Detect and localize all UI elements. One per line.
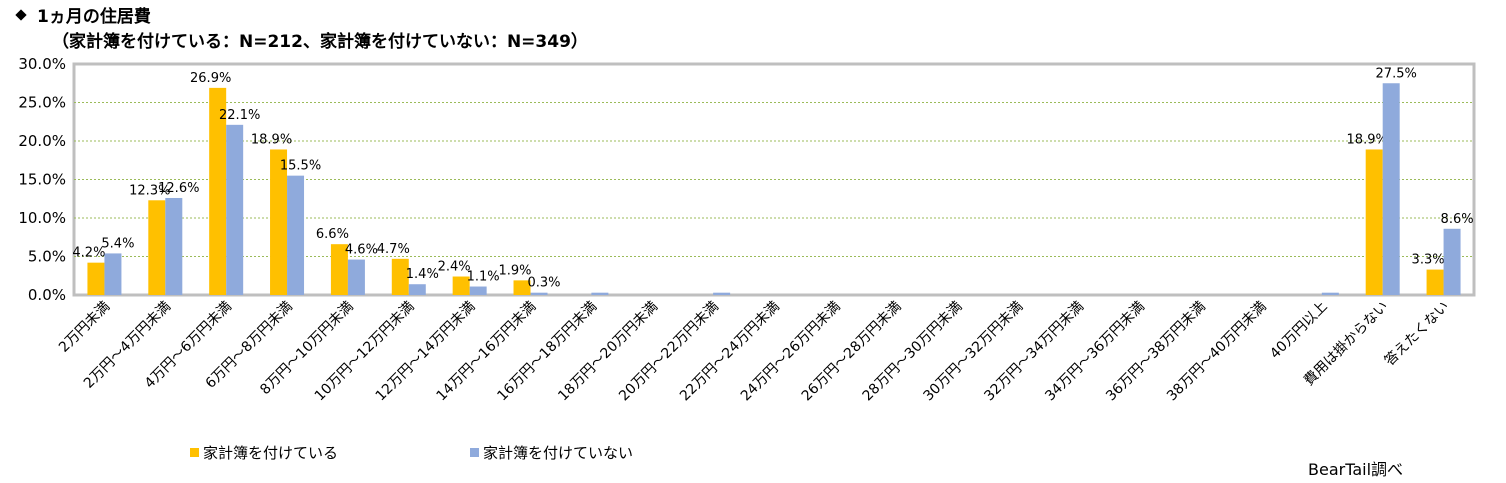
data-label-series2: 0.3% [528, 276, 561, 291]
x-tick-label: 28万円～30万円未満 [860, 299, 966, 405]
legend-swatch-series1 [190, 448, 199, 457]
data-label-series1: 18.9% [1347, 132, 1388, 147]
bar-series1 [330, 244, 348, 295]
bar-series1 [513, 280, 531, 295]
bar-series2 [1321, 292, 1339, 295]
bar-series1 [148, 200, 166, 295]
bar-series1 [209, 87, 227, 296]
x-tick-label: 14万円～16万円未満 [434, 299, 540, 405]
source-note: BearTail調べ [1308, 460, 1404, 479]
data-label-series2: 22.1% [219, 108, 260, 123]
y-tick-label: 5.0% [28, 248, 66, 266]
data-label-series1: 1.9% [499, 263, 532, 278]
bar-series2 [287, 175, 305, 295]
x-tick-label: 18万円～20万円未満 [555, 299, 661, 405]
bar-series2 [469, 286, 487, 295]
data-label-series1: 6.6% [316, 227, 349, 242]
data-label-series1: 4.7% [377, 242, 410, 257]
data-label-series2: 1.1% [467, 270, 500, 285]
data-label-series1: 12.3% [129, 183, 170, 198]
bar-series2 [1382, 83, 1400, 295]
bar-series1 [87, 262, 105, 295]
bar-series2 [591, 292, 609, 295]
bar-series1 [1365, 149, 1383, 295]
data-label-series1: 3.3% [1412, 253, 1445, 268]
data-label-series2: 27.5% [1376, 66, 1417, 81]
x-tick-label: 32万円～34万円未満 [981, 299, 1087, 405]
bar-series2 [530, 292, 548, 295]
x-tick-label: 12万円～14万円未満 [373, 299, 479, 405]
bar-series1 [270, 149, 288, 295]
bar-series1 [1426, 269, 1444, 295]
y-tick-label: 0.0% [28, 286, 66, 304]
x-tick-label: 16万円～18万円未満 [494, 299, 600, 405]
legend-item-series1: 家計簿を付けている [190, 442, 338, 463]
x-tick-label: 24万円～26万円未満 [738, 299, 844, 405]
x-tick-label: 26万円～28万円未満 [799, 299, 905, 405]
x-tick-label: 22万円～24万円未満 [677, 299, 783, 405]
y-tick-label: 10.0% [18, 209, 66, 227]
data-label-series2: 12.6% [158, 181, 199, 196]
data-label-series2: 15.5% [280, 159, 321, 174]
legend-label-series1: 家計簿を付けている [203, 444, 339, 462]
bar-series2 [408, 284, 426, 295]
y-tick-label: 20.0% [18, 132, 66, 150]
x-tick-label: 20万円～22万円未満 [616, 299, 722, 405]
bar-series1 [391, 258, 409, 295]
data-label-series1: 4.2% [72, 246, 105, 261]
chart-title: 1ヵ月の住居費 [14, 6, 151, 29]
legend-swatch-series2 [470, 448, 479, 457]
bar-series2 [165, 197, 183, 295]
x-tick-label: 36万円～38万円未満 [1103, 299, 1209, 405]
data-label-series1: 26.9% [190, 71, 231, 86]
data-label-series2: 8.6% [1441, 212, 1474, 227]
x-tick-label: 40万円以上 [1267, 299, 1331, 363]
data-label-series2: 5.4% [101, 236, 134, 251]
x-tick-label: 10万円～12万円未満 [312, 299, 418, 405]
bar-series2 [1443, 228, 1461, 295]
bar-series1 [452, 276, 470, 295]
x-tick-label: 2万円未満 [56, 299, 113, 356]
bar-series2 [347, 259, 365, 295]
data-label-series2: 1.4% [406, 267, 439, 282]
y-tick-label: 25.0% [18, 94, 66, 112]
legend-item-series2: 家計簿を付けていない [470, 442, 633, 463]
x-tick-label: 答えたくない [1381, 298, 1452, 369]
bar-chart: 0.0% 5.0% 10.0% 15.0% 20.0% 25.0% 30.0% 4.2% 12.… [18, 55, 1476, 405]
y-tick-label: 15.0% [18, 171, 66, 189]
chart-title-text: 1ヵ月の住居費 [37, 7, 151, 27]
bar-series2 [226, 124, 244, 295]
x-tick-label: 30万円～32万円未満 [920, 299, 1026, 405]
x-tick-label: 38万円～40万円未満 [1164, 299, 1270, 405]
x-tick-label: 34万円～36万円未満 [1042, 299, 1148, 405]
data-label-series1: 2.4% [438, 260, 471, 275]
chart-subtitle: （家計簿を付けている：N=212、家計簿を付けていない：N=349） [52, 32, 588, 52]
bar-series2 [713, 292, 731, 295]
data-label-series1: 18.9% [251, 132, 292, 147]
y-tick-label: 30.0% [18, 55, 66, 73]
legend-label-series2: 家計簿を付けていない [483, 444, 634, 462]
data-label-series2: 4.6% [345, 243, 378, 258]
bar-series2 [104, 253, 122, 295]
